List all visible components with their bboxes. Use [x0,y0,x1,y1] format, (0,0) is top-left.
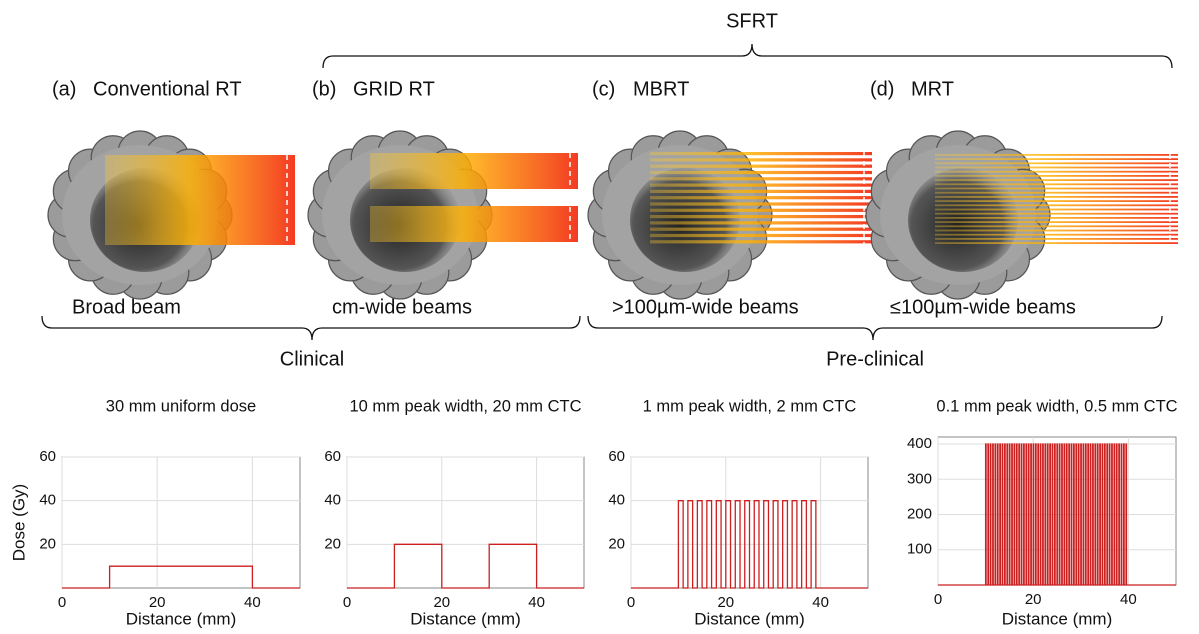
y-tick-label: 40 [324,492,341,509]
brace [588,316,1162,340]
beam [935,192,1178,194]
beam [935,167,1178,169]
x-axis-label: Distance (mm) [694,609,805,628]
panel-label: (c) [592,78,615,100]
beam [650,240,872,243]
group-label: Pre-clinical [826,348,924,370]
x-axis-label: Distance (mm) [1002,609,1113,628]
y-tick-label: 20 [324,535,341,552]
beam-label: Broad beam [72,296,181,318]
beam [935,162,1178,164]
panel-label: (b) [312,78,336,100]
beam [935,200,1178,202]
x-tick-label: 40 [528,594,545,611]
group-label: Clinical [280,348,344,370]
panel-label: (d) [870,78,894,100]
x-tick-label: 20 [433,594,450,611]
panel-name: Conventional RT [93,78,242,100]
x-tick-label: 0 [934,591,942,608]
beam [935,175,1178,177]
x-tick-label: 0 [58,594,66,611]
beam [650,165,872,168]
beam [650,209,872,212]
x-tick-label: 20 [149,594,166,611]
beam [935,158,1178,160]
beam-label: >100µm-wide beams [612,296,799,318]
panel-name: MBRT [633,78,689,100]
x-tick-label: 20 [1025,591,1042,608]
beam [935,230,1178,232]
beam [650,158,872,161]
beam [935,154,1178,156]
beam [650,228,872,231]
beam [935,221,1178,223]
y-tick-label: 20 [608,535,625,552]
x-axis-label: Distance (mm) [410,609,521,628]
x-tick-label: 40 [244,594,261,611]
beam [650,190,872,193]
beam [935,209,1178,211]
y-tick-label: 60 [608,448,625,465]
x-tick-label: 0 [627,594,635,611]
plot-area [62,457,300,588]
y-axis-label: Dose (Gy) [9,484,28,561]
x-tick-label: 40 [1120,591,1137,608]
beam [650,196,872,199]
beam [650,221,872,224]
y-tick-label: 20 [39,535,56,552]
beam-label: cm-wide beams [332,296,472,318]
y-tick-label: 100 [907,541,932,558]
beam [105,155,295,245]
beam [935,238,1178,240]
beam [650,202,872,205]
y-tick-label: 40 [608,492,625,509]
beam-label: ≤100µm-wide beams [890,296,1076,318]
y-tick-label: 300 [907,470,932,487]
chart-title: 0.1 mm peak width, 0.5 mm CTC [936,397,1177,415]
brace [323,44,1172,68]
y-tick-label: 40 [39,492,56,509]
panel-name: MRT [911,78,954,100]
beam [935,234,1178,236]
beam [650,152,872,155]
panel-label: (a) [52,78,76,100]
chart-title: 1 mm peak width, 2 mm CTC [643,397,857,415]
top-label: SFRT [726,10,778,32]
beam [935,179,1178,181]
beam [650,215,872,218]
x-axis-label: Distance (mm) [126,609,237,628]
beam [650,177,872,180]
x-tick-label: 20 [717,594,734,611]
y-tick-label: 400 [907,435,932,452]
beam [650,171,872,174]
y-tick-label: 60 [39,448,56,465]
beam [935,225,1178,227]
y-tick-label: 200 [907,505,932,522]
beam [370,206,578,242]
brace [42,316,580,340]
figure: SFRT Clinical Pre-clinical (a) Convention… [0,0,1199,634]
tumor [866,131,1050,299]
beam [370,153,578,189]
beam [935,242,1178,244]
beam [935,188,1178,190]
beam [935,213,1178,215]
panel-name: GRID RT [353,78,435,100]
beam [935,196,1178,198]
plot-area [347,457,584,588]
beam [650,234,872,237]
beam [935,171,1178,173]
beam [935,183,1178,185]
x-tick-label: 40 [812,594,829,611]
beam [650,184,872,187]
beam [935,217,1178,219]
chart-title: 10 mm peak width, 20 mm CTC [350,397,582,415]
chart-title: 30 mm uniform dose [106,397,256,415]
y-tick-label: 60 [324,448,341,465]
x-tick-label: 0 [343,594,351,611]
beam [935,204,1178,206]
